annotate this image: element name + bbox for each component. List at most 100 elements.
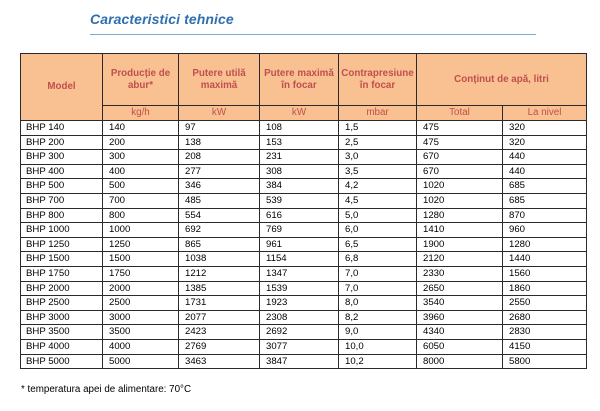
cell-model: BHP 500 [20, 178, 103, 194]
cell-model: BHP 3500 [20, 324, 103, 340]
cell-back-pressure: 1,5 [338, 120, 417, 136]
cell-water-level: 4150 [501, 338, 588, 355]
unit-water-level: La nivel [501, 105, 588, 121]
cell-back-pressure: 4,5 [338, 192, 417, 209]
cell-water-total: 3540 [416, 295, 503, 311]
cell-water-total: 2120 [416, 251, 503, 267]
cell-steam-production: 1750 [102, 265, 179, 282]
table-row: BHP 700 700 485 539 4,5 1020 685 [20, 192, 588, 209]
unit-useful-power: kW [178, 105, 260, 121]
cell-steam-production: 400 [102, 163, 179, 180]
cell-steam-production: 1250 [102, 236, 179, 253]
cell-steam-production: 1000 [102, 222, 179, 238]
table-row: BHP 2500 2500 1731 1923 8,0 3540 2550 [20, 295, 588, 311]
cell-water-total: 670 [416, 163, 503, 180]
cell-water-total: 1020 [416, 192, 503, 209]
cell-useful-power: 1731 [178, 295, 260, 311]
cell-water-level: 685 [501, 192, 588, 209]
cell-model: BHP 300 [20, 149, 103, 165]
table-row: BHP 4000 4000 2769 3077 10,0 6050 4150 [20, 338, 588, 355]
cell-useful-power: 3463 [178, 353, 260, 370]
cell-max-power-focus: 1923 [259, 295, 339, 311]
cell-back-pressure: 7,0 [338, 265, 417, 282]
table-row: BHP 1250 1250 865 961 6,5 1900 1280 [20, 236, 588, 253]
cell-model: BHP 1500 [20, 251, 103, 267]
cell-back-pressure: 10,0 [338, 338, 417, 355]
cell-water-total: 1280 [416, 207, 503, 224]
cell-back-pressure: 4,2 [338, 178, 417, 194]
cell-useful-power: 2077 [178, 309, 260, 326]
unit-steam-production: kg/h [102, 105, 179, 121]
cell-max-power-focus: 1539 [259, 280, 339, 297]
cell-useful-power: 346 [178, 178, 260, 194]
table-row: BHP 1000 1000 692 769 6,0 1410 960 [20, 222, 588, 238]
cell-back-pressure: 6,0 [338, 222, 417, 238]
cell-useful-power: 277 [178, 163, 260, 180]
cell-water-level: 5800 [501, 353, 588, 370]
table-row: BHP 3000 3000 2077 2308 8,2 3960 2680 [20, 309, 588, 326]
cell-water-level: 440 [501, 163, 588, 180]
cell-water-level: 320 [501, 134, 588, 151]
cell-model: BHP 1000 [20, 222, 103, 238]
cell-max-power-focus: 2692 [259, 324, 339, 340]
cell-back-pressure: 9,0 [338, 324, 417, 340]
cell-water-total: 8000 [416, 353, 503, 370]
table-row: BHP 1750 1750 1212 1347 7,0 2330 1560 [20, 265, 588, 282]
unit-row: kg/h kW kW mbar Total La nivel [21, 105, 588, 121]
cell-max-power-focus: 108 [259, 120, 339, 136]
cell-water-total: 3960 [416, 309, 503, 326]
cell-water-level: 1440 [501, 251, 588, 267]
footnote: * temperatura apei de alimentare: 70°C [21, 384, 192, 395]
cell-water-level: 2680 [501, 309, 588, 326]
table-row: BHP 500 500 346 384 4,2 1020 685 [20, 178, 588, 194]
cell-back-pressure: 10,2 [338, 353, 417, 370]
cell-back-pressure: 3,5 [338, 163, 417, 180]
cell-steam-production: 3000 [102, 309, 179, 326]
cell-water-total: 2330 [416, 265, 503, 282]
cell-water-total: 1900 [416, 236, 503, 253]
cell-water-level: 320 [501, 120, 588, 136]
cell-steam-production: 500 [102, 178, 179, 194]
cell-back-pressure: 3,0 [338, 149, 417, 165]
section-title: Caracteristici tehnice [90, 11, 234, 27]
cell-useful-power: 865 [178, 236, 260, 253]
cell-back-pressure: 6,5 [338, 236, 417, 253]
cell-steam-production: 2500 [102, 295, 179, 311]
cell-useful-power: 138 [178, 134, 260, 151]
table-row: BHP 5000 5000 3463 3847 10,2 8000 5800 [20, 353, 588, 370]
table-body: BHP 140 140 97 108 1,5 475 320 BHP 200 200 138 153… [20, 120, 588, 370]
cell-water-level: 685 [501, 178, 588, 194]
cell-model: BHP 700 [20, 192, 103, 209]
cell-steam-production: 2000 [102, 280, 179, 297]
cell-useful-power: 97 [178, 120, 260, 136]
cell-steam-production: 200 [102, 134, 179, 151]
cell-steam-production: 1500 [102, 251, 179, 267]
cell-back-pressure: 8,2 [338, 309, 417, 326]
table-row: BHP 800 800 554 616 5,0 1280 870 [20, 207, 588, 224]
cell-steam-production: 3500 [102, 324, 179, 340]
table-row: BHP 3500 3500 2423 2692 9,0 4340 2830 [20, 324, 588, 340]
cell-max-power-focus: 308 [259, 163, 339, 180]
table-row: BHP 400 400 277 308 3,5 670 440 [20, 163, 588, 180]
cell-water-total: 4340 [416, 324, 503, 340]
cell-model: BHP 3000 [20, 309, 103, 326]
cell-water-total: 1410 [416, 222, 503, 238]
unit-back-pressure: mbar [338, 105, 417, 121]
cell-model: BHP 800 [20, 207, 103, 224]
cell-water-total: 475 [416, 134, 503, 151]
table-row: BHP 1500 1500 1038 1154 6,8 2120 1440 [20, 251, 588, 267]
title-underline [90, 34, 536, 35]
cell-steam-production: 5000 [102, 353, 179, 370]
cell-useful-power: 485 [178, 192, 260, 209]
cell-max-power-focus: 153 [259, 134, 339, 151]
cell-water-total: 670 [416, 149, 503, 165]
cell-max-power-focus: 769 [259, 222, 339, 238]
cell-max-power-focus: 961 [259, 236, 339, 253]
cell-water-level: 440 [501, 149, 588, 165]
header-back-pressure: Contrapresiune în focar [338, 53, 417, 106]
cell-model: BHP 2000 [20, 280, 103, 297]
cell-model: BHP 200 [20, 134, 103, 151]
cell-steam-production: 140 [102, 120, 179, 136]
cell-max-power-focus: 539 [259, 192, 339, 209]
